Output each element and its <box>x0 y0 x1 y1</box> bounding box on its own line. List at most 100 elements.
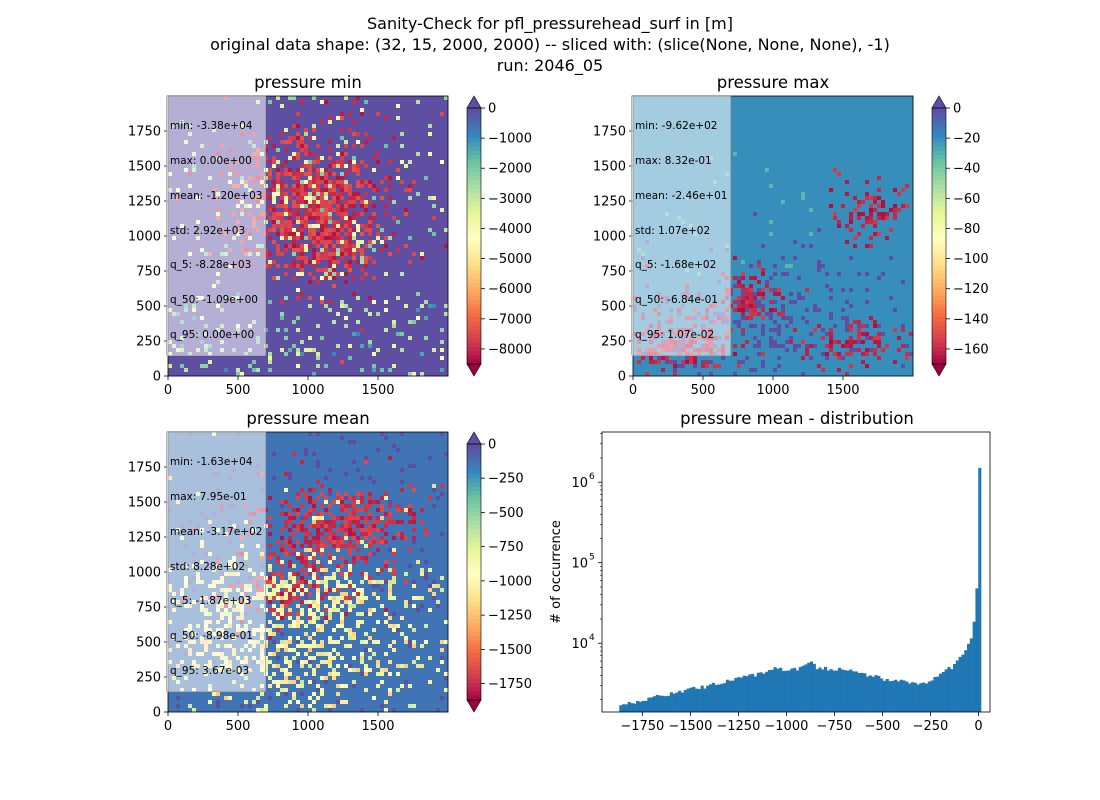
histogram-bar <box>807 662 811 712</box>
colorbar-extend-bottom <box>466 699 482 713</box>
histogram-bar <box>938 673 943 712</box>
histogram-bar <box>818 667 822 712</box>
histogram-bar <box>826 670 830 712</box>
y-tick-label: 1250 <box>128 531 161 546</box>
histogram-bar <box>658 695 662 712</box>
histogram-bar <box>874 675 878 712</box>
histogram-bar <box>669 692 673 712</box>
histogram-bar <box>916 684 920 712</box>
stats-line: q_95: 3.67e-03 <box>170 664 250 677</box>
histogram-bar <box>728 680 732 712</box>
y-tick-label: 1250 <box>128 195 161 210</box>
histogram-bar <box>821 669 825 712</box>
histogram-bar <box>745 676 749 712</box>
colorbar-tick-label: −140 <box>953 312 989 327</box>
histogram-bar <box>773 667 777 712</box>
y-tick-exponent: 4 <box>589 633 595 643</box>
x-tick-label: −1000 <box>764 719 808 734</box>
panel-title-min: pressure min <box>254 73 362 92</box>
y-tick-label: 1500 <box>128 160 161 175</box>
histogram-bar <box>880 678 884 712</box>
y-tick-label: 1750 <box>128 125 161 140</box>
histogram-bar <box>787 670 791 712</box>
histogram-bar <box>776 668 780 712</box>
colorbar-tick-label: −7000 <box>488 312 532 327</box>
y-tick-label: 750 <box>601 265 626 280</box>
histogram-bar <box>633 703 637 712</box>
colorbar-tick-label: −4000 <box>488 222 532 237</box>
histogram-bar <box>924 683 929 712</box>
histogram-bar <box>846 670 850 712</box>
histogram-bar <box>804 664 808 712</box>
histogram-bar <box>638 701 643 712</box>
x-tick-label: −250 <box>913 719 949 734</box>
histogram-bar <box>759 672 763 712</box>
histogram-bar <box>969 638 973 712</box>
colorbar-tick-label: −1000 <box>488 132 532 147</box>
histogram-bar <box>793 667 797 712</box>
histogram-bars <box>619 467 982 712</box>
histogram-bar <box>695 688 699 712</box>
colorbar-extend-bottom <box>466 363 482 377</box>
histogram-bar <box>720 683 724 712</box>
histogram-bar <box>812 663 816 712</box>
colorbar-tick-label: 0 <box>953 102 961 117</box>
colorbar-tick-label: −6000 <box>488 282 532 297</box>
colorbar-tick-label: −160 <box>953 342 989 357</box>
y-tick-label: 10 <box>571 476 588 491</box>
histogram-bar <box>689 687 693 712</box>
histogram-bar <box>675 692 679 712</box>
stats-line: q_50: -1.09e+00 <box>170 294 258 307</box>
stats-line: mean: -3.17e+02 <box>170 525 263 538</box>
suptitle-line-1: Sanity-Check for pfl_pressurehead_surf i… <box>367 14 733 33</box>
histogram-bar <box>795 670 800 712</box>
colorbar-tick-label: −3000 <box>488 192 532 207</box>
histogram-bar <box>936 676 940 712</box>
histogram-frame <box>601 431 991 713</box>
colorbar-mean <box>467 444 481 701</box>
colorbar-tick-label: −250 <box>488 472 524 487</box>
x-tick-label: −1750 <box>620 719 664 734</box>
x-tick-label: −1250 <box>716 719 760 734</box>
stats-line: q_95: 0.00e+00 <box>170 328 255 341</box>
histogram-bar <box>709 684 713 712</box>
histogram-bar <box>944 669 948 712</box>
panel-title-max: pressure max <box>716 73 830 92</box>
histogram-bar <box>756 672 760 712</box>
histogram-bar <box>941 672 945 712</box>
x-tick-label: 1000 <box>291 383 324 398</box>
y-tick-label: 500 <box>601 300 626 315</box>
histogram-bar <box>647 697 651 712</box>
y-tick-label: 1500 <box>128 496 161 511</box>
y-tick-label: 0 <box>618 370 626 385</box>
histogram-bar <box>829 669 833 712</box>
histogram-bar <box>843 670 847 712</box>
x-tick-label: −500 <box>865 719 901 734</box>
colorbar-extend-top <box>931 95 947 109</box>
histogram-bar <box>725 679 729 712</box>
histogram-bar <box>655 694 659 712</box>
x-tick-label: 500 <box>226 719 251 734</box>
histogram-bar <box>972 621 976 712</box>
colorbar-tick-label: −1750 <box>488 677 532 692</box>
histogram-bar <box>700 685 704 712</box>
histogram-bar <box>863 673 867 712</box>
histogram-bar <box>734 678 738 712</box>
colorbar-tick-label: 0 <box>488 438 496 453</box>
histogram-bar <box>947 667 951 712</box>
stats-line: q_95: 1.07e-02 <box>635 328 715 341</box>
histogram-bar <box>630 703 634 712</box>
histogram-bar <box>711 682 715 712</box>
histogram-bar <box>697 689 701 712</box>
x-tick-label: 500 <box>691 383 716 398</box>
y-tick-label: 10 <box>571 637 588 652</box>
histogram-bar <box>852 671 856 712</box>
stats-line: mean: -1.20e+03 <box>170 189 263 202</box>
x-tick-label: 1000 <box>291 719 324 734</box>
colorbar-frame <box>466 107 482 365</box>
colorbar-tick-label: 0 <box>488 102 496 117</box>
histogram-bar <box>723 683 727 712</box>
y-tick-label: 10 <box>571 557 588 572</box>
histogram-bar <box>854 671 858 712</box>
